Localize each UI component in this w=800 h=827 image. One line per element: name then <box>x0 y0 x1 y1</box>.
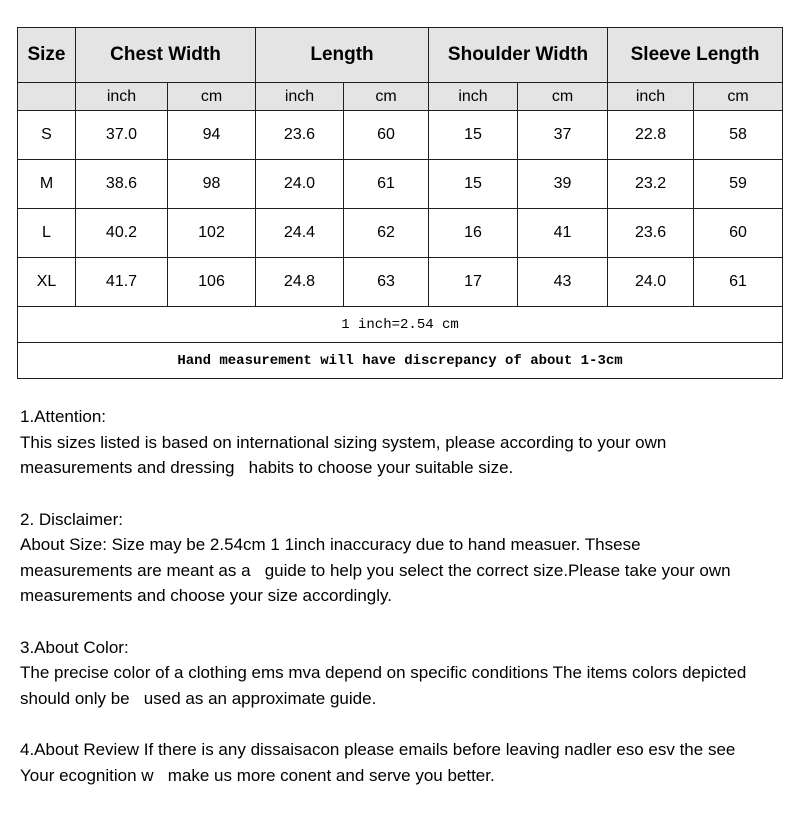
chest-cm-cell: 102 <box>167 208 256 258</box>
chest-inch-cell: 38.6 <box>75 159 168 209</box>
unit-header-row: inch cm inch cm inch cm inch cm <box>17 82 784 111</box>
unit-header-cm: cm <box>517 82 609 111</box>
length-cm-cell: 60 <box>342 110 430 160</box>
section-body: This sizes listed is based on internatio… <box>20 432 672 478</box>
shoulder-cm-cell: 41 <box>517 208 609 258</box>
sleeve-cm-cell: 60 <box>693 208 784 258</box>
section-heading: 3.About Color: <box>20 637 129 657</box>
size-cell: M <box>17 159 76 209</box>
length-inch-cell: 24.4 <box>255 208 344 258</box>
unit-header-inch: inch <box>607 82 695 111</box>
shoulder-inch-cell: 15 <box>428 110 519 160</box>
table-row-xl: XL 41.7 106 24.8 63 17 43 24.0 61 <box>17 257 784 307</box>
sleeve-cm-cell: 58 <box>693 110 784 160</box>
conversion-note: 1 inch=2.54 cm <box>16 306 784 343</box>
unit-header-inch: inch <box>428 82 519 111</box>
section-disclaimer: 2. Disclaimer: About Size: Size may be 2… <box>20 507 748 609</box>
sleeve-inch-cell: 23.2 <box>607 159 695 209</box>
unit-header-cm: cm <box>342 82 430 111</box>
chest-inch-cell: 41.7 <box>75 257 168 307</box>
unit-header-inch: inch <box>75 82 168 111</box>
chest-inch-cell: 40.2 <box>75 208 168 258</box>
length-cm-cell: 63 <box>342 257 430 307</box>
shoulder-inch-cell: 15 <box>428 159 519 209</box>
section-about-review: 4.About Review If there is any dissaisac… <box>20 737 748 788</box>
shoulder-cm-cell: 37 <box>517 110 609 160</box>
unit-header-cm: cm <box>167 82 256 111</box>
shoulder-cm-cell: 43 <box>517 257 609 307</box>
measurement-note: Hand measurement will have discrepancy o… <box>16 342 784 379</box>
col-header-length: Length <box>254 27 430 83</box>
chest-cm-cell: 98 <box>167 159 256 209</box>
chest-inch-cell: 37.0 <box>75 110 168 160</box>
sleeve-cm-cell: 61 <box>693 257 784 307</box>
sleeve-inch-cell: 23.6 <box>607 208 695 258</box>
section-heading: 1.Attention: <box>20 407 107 426</box>
size-cell: XL <box>17 257 76 307</box>
size-cell: S <box>17 110 76 160</box>
shoulder-cm-cell: 39 <box>517 159 609 209</box>
section-body: The precise color of a clothing ems mva … <box>20 663 752 708</box>
unit-header-cm: cm <box>693 82 784 111</box>
length-inch-cell: 24.0 <box>255 159 344 209</box>
table-row-l: L 40.2 102 24.4 62 16 41 23.6 60 <box>17 208 784 258</box>
size-cell: L <box>17 208 76 258</box>
table-row-s: S 37.0 94 23.6 60 15 37 22.8 58 <box>17 110 784 160</box>
info-text-block: 1.Attention: This sizes listed is based … <box>20 404 748 788</box>
sleeve-cm-cell: 59 <box>693 159 784 209</box>
unit-header-inch: inch <box>255 82 344 111</box>
sleeve-inch-cell: 24.0 <box>607 257 695 307</box>
length-cm-cell: 61 <box>342 159 430 209</box>
sleeve-inch-cell: 22.8 <box>607 110 695 160</box>
chest-cm-cell: 106 <box>167 257 256 307</box>
size-chart-page: Size Chest Width Length Shoulder Width S… <box>0 27 800 827</box>
section-body: About Size: Size may be 2.54cm 1 1inch i… <box>20 535 736 605</box>
section-attention: 1.Attention: This sizes listed is based … <box>20 404 748 481</box>
header-row: Size Chest Width Length Shoulder Width S… <box>17 27 784 83</box>
length-cm-cell: 62 <box>342 208 430 258</box>
length-inch-cell: 24.8 <box>255 257 344 307</box>
size-chart-table: Size Chest Width Length Shoulder Width S… <box>16 27 784 379</box>
col-header-chest-width: Chest Width <box>75 27 256 83</box>
shoulder-inch-cell: 17 <box>428 257 519 307</box>
col-header-size: Size <box>17 27 76 83</box>
unit-header-empty <box>17 82 76 111</box>
col-header-sleeve-length: Sleeve Length <box>607 27 784 83</box>
section-heading: 2. Disclaimer: <box>20 509 123 529</box>
section-about-color: 3.About Color: The precise color of a cl… <box>20 635 748 712</box>
chest-cm-cell: 94 <box>167 110 256 160</box>
conversion-note-row: 1 inch=2.54 cm <box>16 306 784 343</box>
section-body: 4.About Review If there is any dissaisac… <box>20 740 740 785</box>
shoulder-inch-cell: 16 <box>428 208 519 258</box>
length-inch-cell: 23.6 <box>255 110 344 160</box>
col-header-shoulder-width: Shoulder Width <box>428 27 609 83</box>
table-row-m: M 38.6 98 24.0 61 15 39 23.2 59 <box>17 159 784 209</box>
measurement-note-row: Hand measurement will have discrepancy o… <box>16 342 784 379</box>
